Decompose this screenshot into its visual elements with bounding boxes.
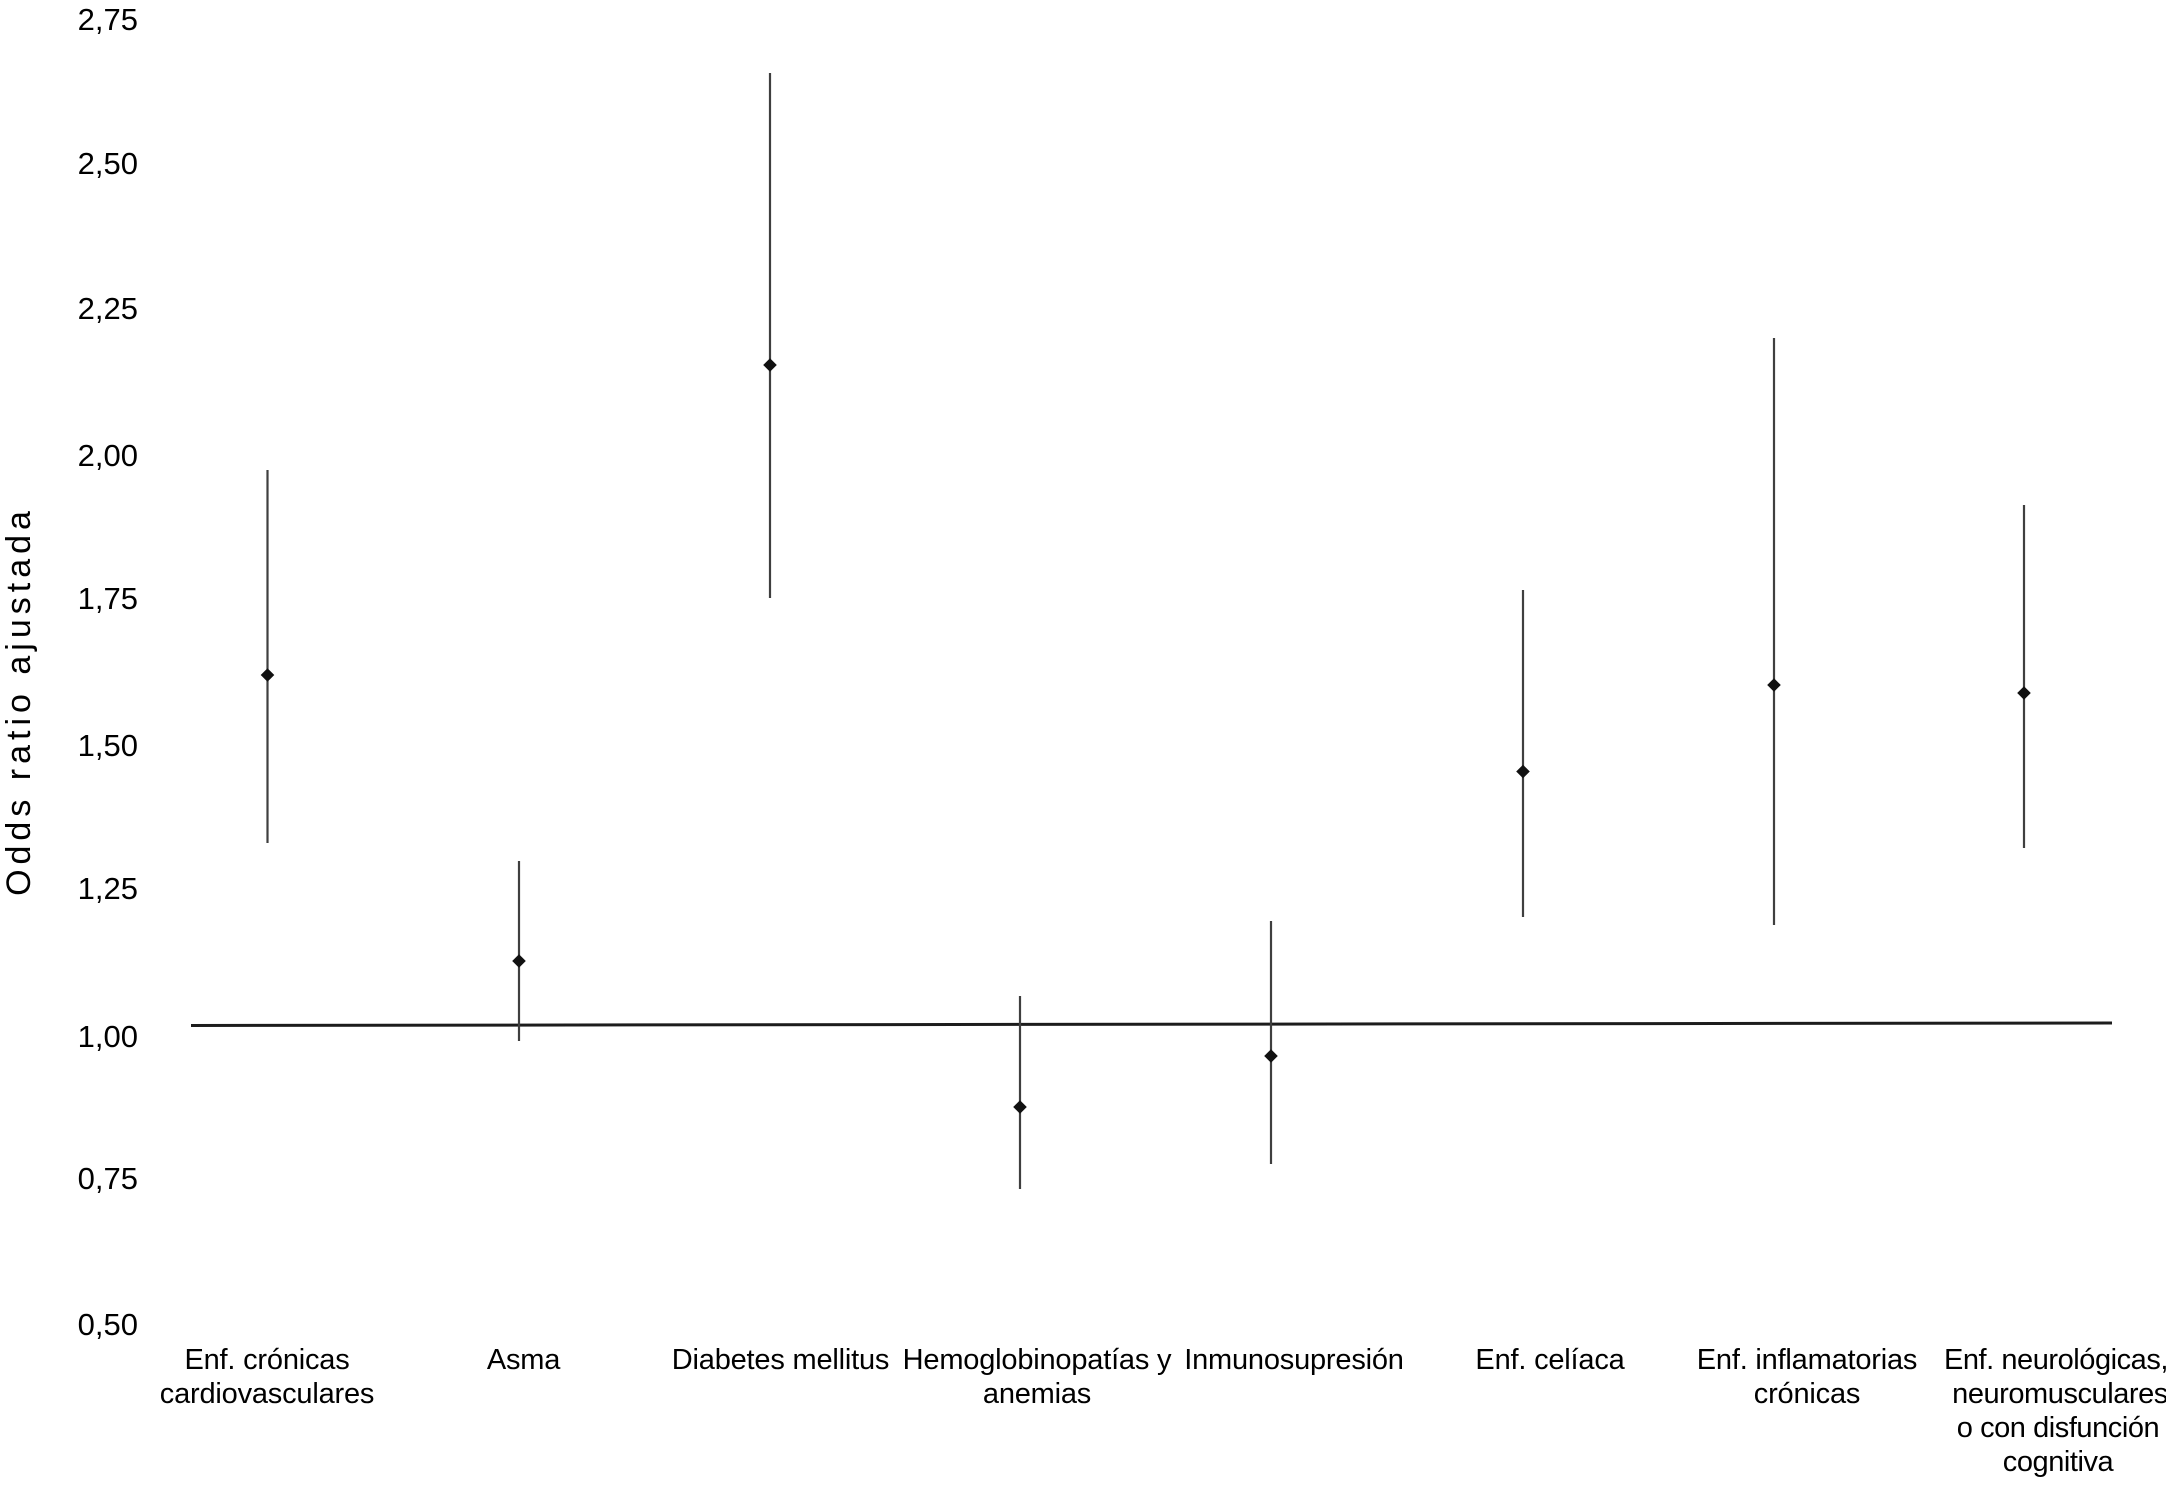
svg-text:Enf. neurológicas,: Enf. neurológicas, bbox=[1944, 1344, 2166, 1376]
svg-text:neuromusculares: neuromusculares bbox=[1952, 1378, 2166, 1410]
svg-text:1,00: 1,00 bbox=[78, 1019, 138, 1054]
svg-text:Enf. celíaca: Enf. celíaca bbox=[1475, 1344, 1625, 1376]
svg-text:anemias: anemias bbox=[983, 1378, 1091, 1410]
svg-text:0,50: 0,50 bbox=[78, 1307, 138, 1342]
svg-text:Diabetes mellitus: Diabetes mellitus bbox=[672, 1344, 889, 1376]
svg-text:1,25: 1,25 bbox=[78, 871, 138, 906]
svg-text:2,50: 2,50 bbox=[78, 146, 138, 181]
svg-text:crónicas: crónicas bbox=[1754, 1378, 1860, 1410]
svg-text:0,75: 0,75 bbox=[78, 1161, 138, 1196]
svg-text:Odds ratio ajustada: Odds ratio ajustada bbox=[0, 506, 38, 896]
svg-text:Asma: Asma bbox=[487, 1344, 561, 1376]
svg-text:o con disfunción: o con disfunción bbox=[1957, 1412, 2159, 1444]
svg-text:cognitiva: cognitiva bbox=[2003, 1446, 2115, 1478]
svg-text:Inmunosupresión: Inmunosupresión bbox=[1184, 1344, 1403, 1376]
svg-text:1,50: 1,50 bbox=[78, 728, 138, 763]
svg-text:Enf. crónicas: Enf. crónicas bbox=[184, 1344, 349, 1376]
svg-text:2,25: 2,25 bbox=[78, 291, 138, 326]
svg-text:cardiovasculares: cardiovasculares bbox=[160, 1378, 374, 1410]
svg-text:Hemoglobinopatías y: Hemoglobinopatías y bbox=[903, 1344, 1172, 1376]
svg-text:2,75: 2,75 bbox=[78, 2, 138, 37]
svg-text:1,75: 1,75 bbox=[78, 581, 138, 616]
svg-text:Enf. inflamatorias: Enf. inflamatorias bbox=[1697, 1344, 1917, 1376]
svg-text:2,00: 2,00 bbox=[78, 438, 138, 473]
